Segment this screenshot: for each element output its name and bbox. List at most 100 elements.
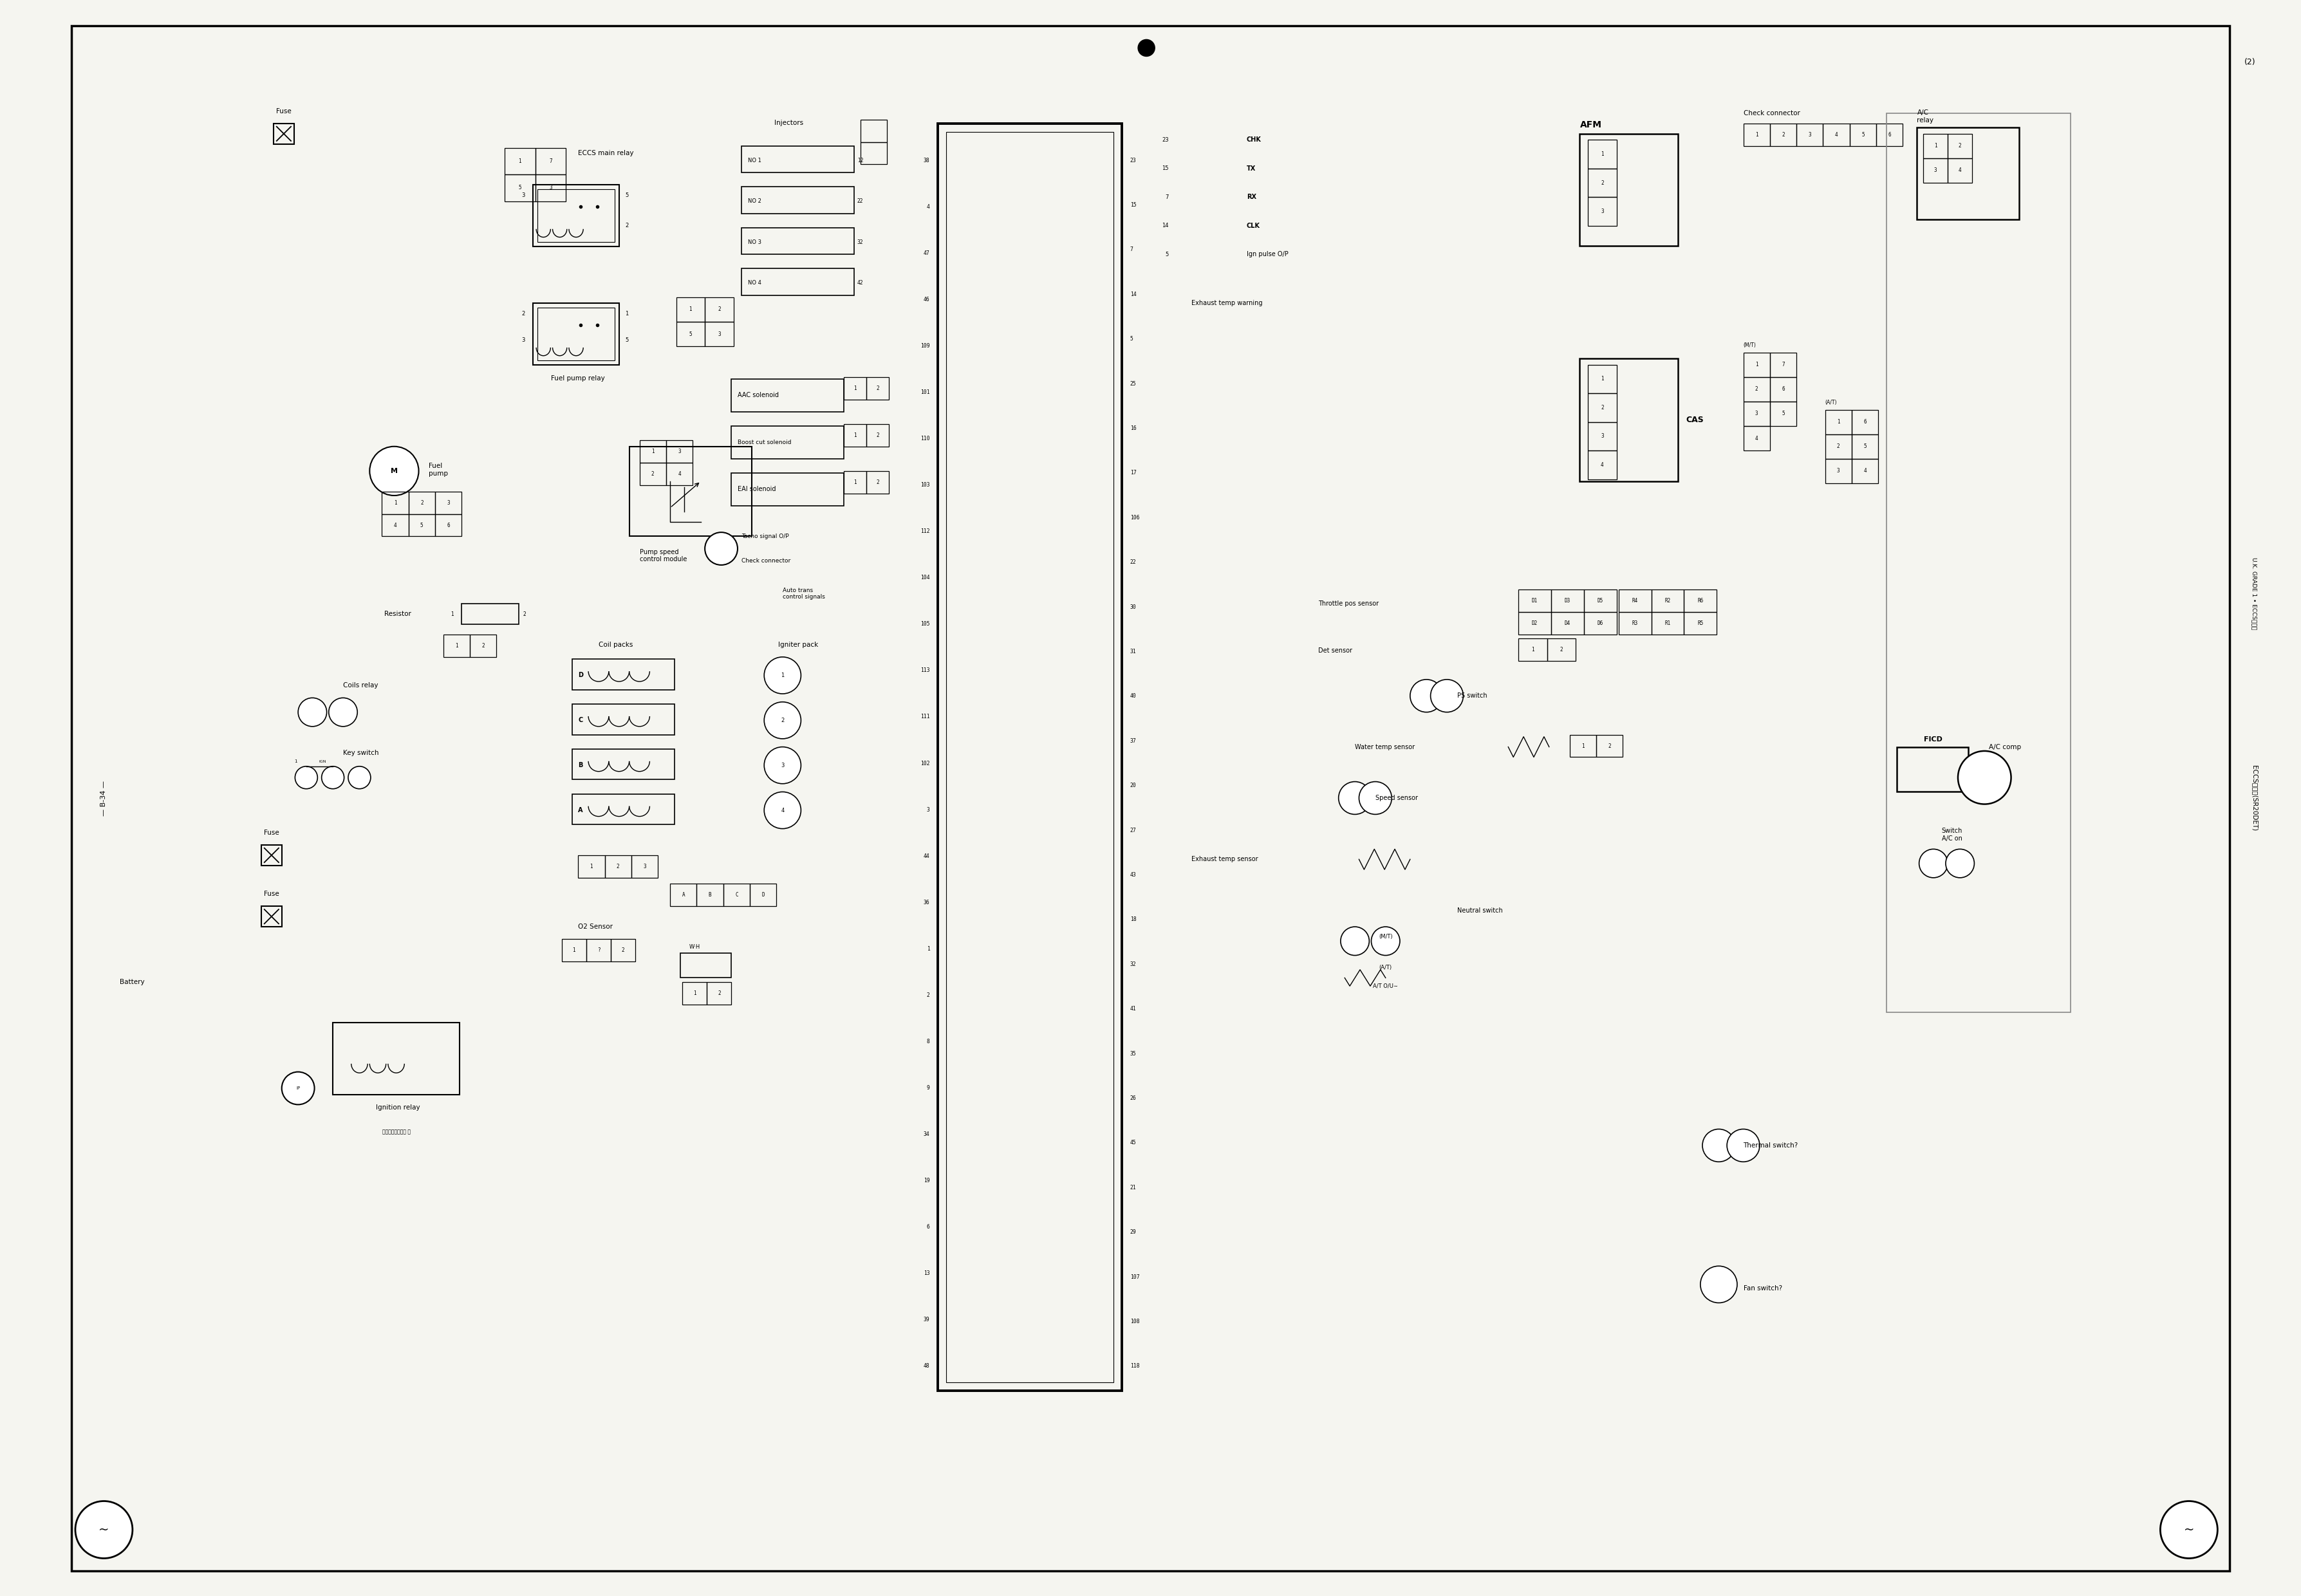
Text: 7: 7 xyxy=(1164,195,1169,200)
Bar xyxy=(741,187,854,214)
Bar xyxy=(1744,402,1769,426)
Bar xyxy=(1546,638,1576,661)
Text: R1: R1 xyxy=(1664,621,1671,626)
Bar xyxy=(435,514,463,536)
Text: 5: 5 xyxy=(1167,252,1169,257)
Circle shape xyxy=(704,533,739,565)
Bar xyxy=(1744,123,1769,145)
Bar xyxy=(534,185,619,246)
Bar xyxy=(504,174,536,201)
Circle shape xyxy=(764,747,801,784)
Text: R6: R6 xyxy=(1698,598,1703,603)
Text: 1: 1 xyxy=(1756,132,1758,137)
Text: 2: 2 xyxy=(877,433,879,439)
Text: 6: 6 xyxy=(446,522,449,528)
Text: TX: TX xyxy=(1247,166,1256,172)
Text: 2: 2 xyxy=(1756,386,1758,393)
Bar xyxy=(504,148,536,174)
Circle shape xyxy=(1728,1128,1760,1162)
Text: A: A xyxy=(578,808,582,814)
Bar xyxy=(274,123,295,144)
Text: 32: 32 xyxy=(858,239,863,244)
Text: 2: 2 xyxy=(927,993,930,998)
Text: D: D xyxy=(578,672,582,678)
Text: 1: 1 xyxy=(1601,377,1604,381)
Bar xyxy=(1588,450,1618,479)
Text: Battery: Battery xyxy=(120,978,145,985)
Text: B: B xyxy=(709,892,711,899)
Bar xyxy=(536,188,614,243)
Bar xyxy=(1519,638,1546,661)
Circle shape xyxy=(76,1502,133,1558)
Text: 4: 4 xyxy=(1756,436,1758,440)
Circle shape xyxy=(2161,1502,2218,1558)
Text: 5: 5 xyxy=(688,330,693,337)
Text: RX: RX xyxy=(1247,193,1256,201)
Bar xyxy=(1852,434,1878,458)
Text: 16: 16 xyxy=(1130,426,1137,431)
Bar xyxy=(610,938,635,961)
Text: D5: D5 xyxy=(1597,598,1604,603)
Bar xyxy=(1652,589,1684,611)
Text: O2 Sensor: O2 Sensor xyxy=(578,924,612,930)
Text: 14: 14 xyxy=(1162,223,1169,228)
Bar xyxy=(867,471,888,493)
Text: 1: 1 xyxy=(1581,744,1585,749)
Bar xyxy=(1917,128,2020,220)
Text: CAS: CAS xyxy=(1687,415,1705,425)
Text: 7: 7 xyxy=(1781,362,1786,367)
Text: A: A xyxy=(681,892,686,899)
Text: 1: 1 xyxy=(1836,420,1841,425)
Circle shape xyxy=(322,766,345,788)
Text: 2: 2 xyxy=(1601,180,1604,185)
Text: Coil packs: Coil packs xyxy=(598,642,633,648)
Bar xyxy=(1769,353,1797,377)
Bar xyxy=(1583,611,1618,635)
Text: IP: IP xyxy=(297,1087,299,1090)
Text: 38: 38 xyxy=(923,158,930,163)
Text: M: M xyxy=(391,468,398,474)
Bar xyxy=(750,884,775,907)
Bar xyxy=(573,793,674,825)
Circle shape xyxy=(1947,849,1974,878)
Text: 6: 6 xyxy=(1887,132,1891,137)
Text: 4: 4 xyxy=(679,471,681,477)
Text: 2: 2 xyxy=(617,863,619,870)
Text: ECCS main relay: ECCS main relay xyxy=(578,150,633,156)
Text: 1: 1 xyxy=(626,311,628,316)
Text: 8: 8 xyxy=(927,1039,930,1044)
Bar xyxy=(1825,434,1852,458)
Text: Throttle pos sensor: Throttle pos sensor xyxy=(1318,600,1378,606)
Bar xyxy=(1744,426,1769,450)
Bar xyxy=(573,659,674,689)
Bar xyxy=(444,635,469,658)
Circle shape xyxy=(764,702,801,739)
Bar xyxy=(1769,123,1797,145)
Text: Check connector: Check connector xyxy=(741,559,792,563)
Bar xyxy=(867,425,888,447)
Text: 104: 104 xyxy=(920,575,930,581)
Circle shape xyxy=(281,1073,315,1104)
Text: Det sensor: Det sensor xyxy=(1318,648,1353,654)
Text: 25: 25 xyxy=(1130,381,1137,386)
Bar xyxy=(1875,123,1903,145)
Bar xyxy=(536,148,566,174)
Text: 37: 37 xyxy=(1130,737,1137,744)
Bar xyxy=(1924,134,1947,158)
Text: 23: 23 xyxy=(1130,158,1137,163)
Circle shape xyxy=(764,792,801,828)
Bar xyxy=(435,492,463,514)
Bar xyxy=(1581,134,1677,246)
Circle shape xyxy=(1958,752,2011,804)
Text: 3: 3 xyxy=(718,330,720,337)
Text: 102: 102 xyxy=(920,760,930,766)
Text: 105: 105 xyxy=(920,621,930,627)
Text: Injectors: Injectors xyxy=(775,120,803,126)
Text: 1: 1 xyxy=(589,863,594,870)
Text: 3: 3 xyxy=(522,337,525,343)
Text: 6: 6 xyxy=(927,1224,930,1231)
Bar xyxy=(1924,158,1947,184)
Bar xyxy=(1618,611,1652,635)
Text: IGN: IGN xyxy=(320,760,327,763)
Text: Coils relay: Coils relay xyxy=(343,683,377,689)
